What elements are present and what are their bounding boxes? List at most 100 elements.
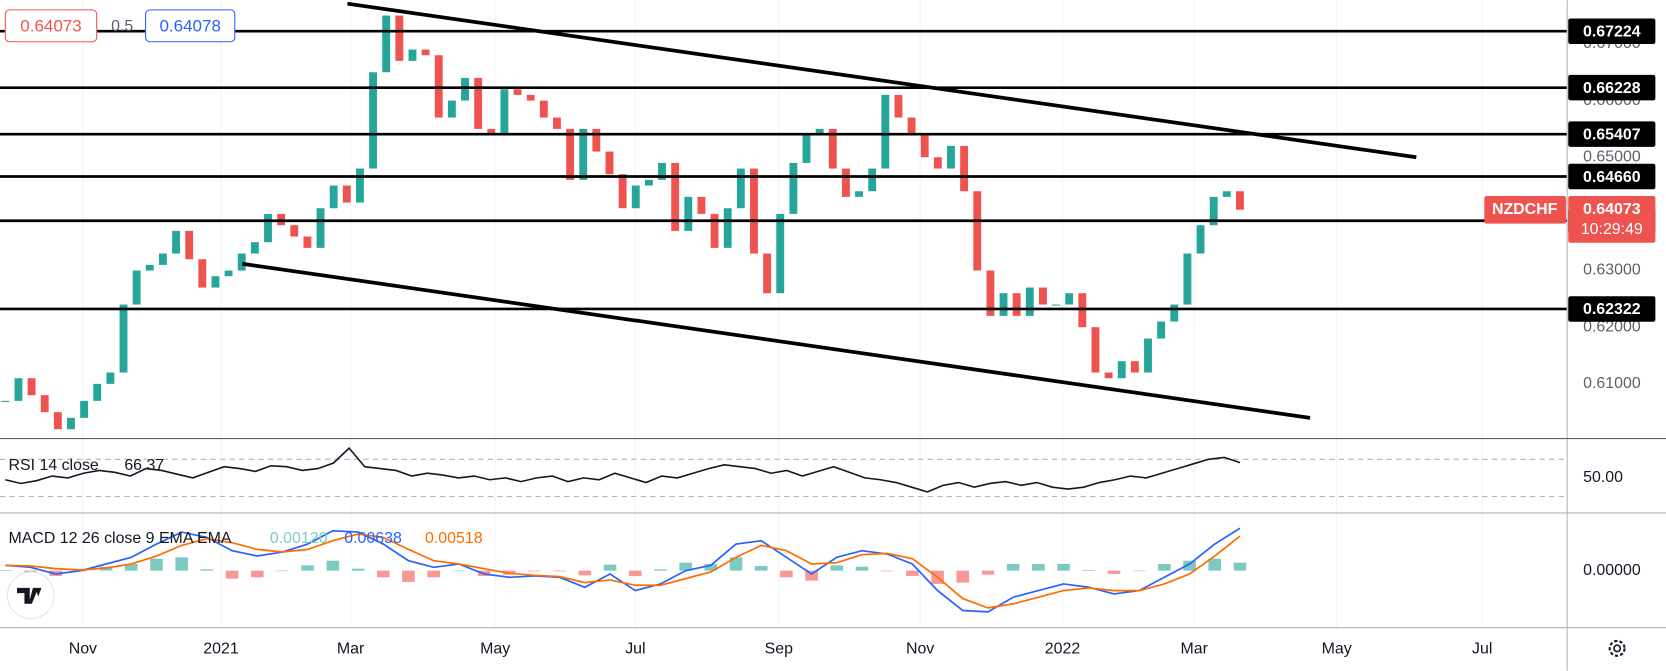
buy-box[interactable] <box>145 9 236 43</box>
histogram-bar <box>704 563 718 571</box>
candle <box>158 253 167 265</box>
macd-value: 0.00638 <box>344 530 402 547</box>
candle <box>907 117 916 135</box>
settings-icon[interactable] <box>1608 639 1626 657</box>
candle <box>960 145 969 192</box>
candle <box>986 270 995 316</box>
candle <box>1065 293 1074 305</box>
candle <box>93 383 102 401</box>
histogram-bar <box>906 570 919 576</box>
level-label-box <box>1568 74 1656 101</box>
countdown: 10:29:49 <box>1581 221 1643 238</box>
candle <box>421 49 430 56</box>
candle <box>566 128 575 180</box>
histogram-bar <box>880 570 894 572</box>
sell-price: 0.64073 <box>20 16 81 35</box>
candle <box>815 128 824 135</box>
candle <box>1144 338 1152 373</box>
candle <box>920 134 929 158</box>
candle <box>53 412 62 430</box>
rsi-line <box>5 446 1241 493</box>
symbol-label: NZDCHF <box>1492 201 1558 218</box>
histogram-bar <box>1032 563 1045 571</box>
histogram-bar <box>376 570 390 578</box>
candle <box>303 236 312 248</box>
candle <box>145 264 154 271</box>
x-tick-label: Sep <box>765 641 793 658</box>
macd-line <box>5 533 1241 609</box>
candle <box>250 242 259 254</box>
last-price-label: 0.64073 <box>1583 201 1641 218</box>
candle <box>264 213 272 243</box>
y-tick-label: 0.63000 <box>1583 262 1641 279</box>
level-label: 0.65407 <box>1583 126 1641 143</box>
candle <box>395 15 404 61</box>
logo-mark <box>17 587 42 604</box>
histogram-bar <box>452 570 466 572</box>
candle <box>329 185 338 209</box>
candle <box>355 168 364 203</box>
candle <box>80 400 89 418</box>
candle <box>828 128 837 169</box>
histogram-bar <box>780 570 793 578</box>
candle <box>1091 327 1100 373</box>
histogram-bar <box>729 557 743 571</box>
candle <box>763 253 772 294</box>
histogram-bar <box>981 570 995 575</box>
candle <box>40 395 49 413</box>
rsi-title: RSI 14 close <box>9 457 99 474</box>
sell-box[interactable] <box>4 9 98 43</box>
trendline <box>241 261 1311 420</box>
histogram-bar <box>150 558 163 571</box>
candle <box>1038 287 1047 305</box>
candle <box>1025 287 1034 316</box>
x-tick-label: Nov <box>906 641 934 658</box>
candle <box>369 72 378 169</box>
candle <box>224 270 233 277</box>
candle <box>1117 361 1126 379</box>
grid <box>0 0 1568 628</box>
y-tick-label: 0.00000 <box>1583 562 1641 579</box>
histogram-bar <box>956 570 970 583</box>
histogram-bar <box>1233 562 1247 571</box>
logo[interactable] <box>6 571 55 620</box>
histogram-bar <box>276 570 289 572</box>
level-label: 0.62322 <box>1583 301 1641 318</box>
rsi-value: 66.37 <box>124 457 164 474</box>
level-label-box <box>1568 163 1656 190</box>
candle <box>461 77 469 101</box>
level-label-box <box>1568 18 1656 44</box>
labels: Nov 2021 Mar May Jul Sep Nov 2022 Mar May Jul 0.610… <box>69 18 1656 658</box>
settings-icon-center <box>1613 644 1622 653</box>
histogram-bar <box>1158 563 1171 571</box>
histogram-bar <box>1006 563 1020 571</box>
candle <box>592 128 601 152</box>
x-tick-label: May <box>1322 641 1352 658</box>
histogram-bar <box>553 570 566 572</box>
x-tick-label: Nov <box>69 641 97 658</box>
candle <box>658 162 666 180</box>
x-tick-label: 2022 <box>1045 641 1081 658</box>
candle <box>316 208 325 248</box>
candle <box>1196 225 1205 254</box>
histogram-bar <box>855 566 869 571</box>
candle <box>185 230 194 260</box>
histogram-bar <box>124 563 138 571</box>
level-label-box <box>1568 121 1656 147</box>
x-tick-label: Mar <box>337 641 365 658</box>
plot <box>0 1 1568 613</box>
histogram-bar <box>351 568 365 571</box>
histogram-bar <box>301 565 314 571</box>
candle <box>1012 293 1021 316</box>
candle <box>579 128 588 180</box>
histogram-bar <box>1057 563 1070 571</box>
candle <box>933 157 942 169</box>
candle <box>500 89 509 135</box>
candle <box>1130 361 1139 373</box>
candle <box>736 168 745 209</box>
candle <box>723 208 732 248</box>
signal-value: 0.00518 <box>425 530 483 547</box>
histogram-bar <box>1183 560 1196 571</box>
candle <box>1052 304 1060 306</box>
